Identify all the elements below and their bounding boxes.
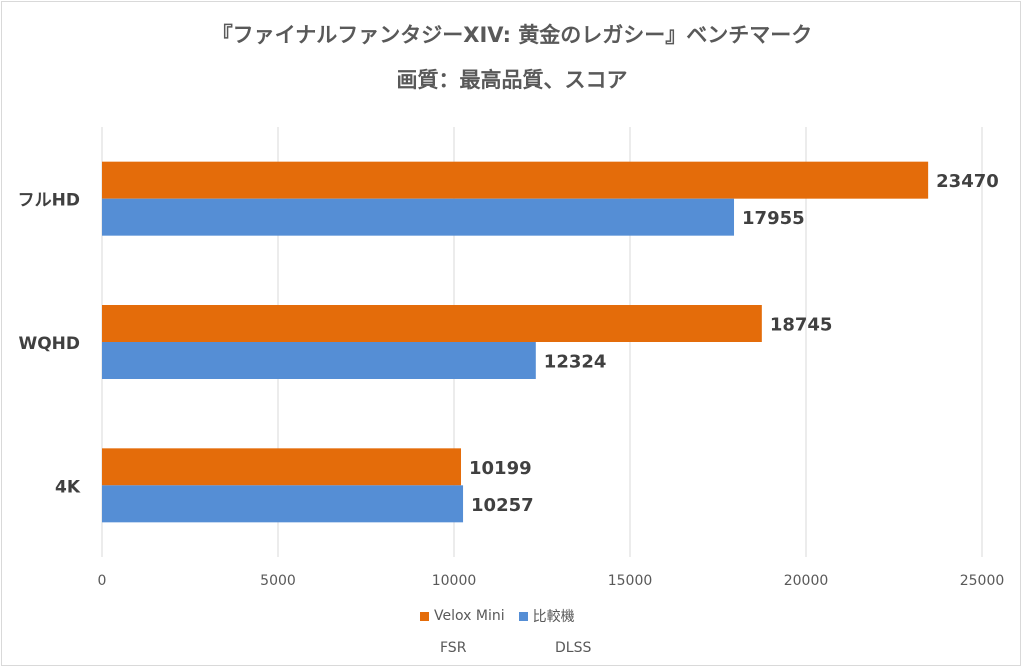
bar [102,161,929,199]
note-fsr: FSR [440,640,467,656]
x-tick-label: 10000 [432,573,477,589]
chart-title: 『ファイナルファンタジーXIV: 黄金のレガシー』ベンチマーク [211,23,813,47]
chart-subtitle: 画質：最高品質、スコア [396,68,628,92]
legend-item-comparison: 比較機 [518,606,575,626]
data-label: 23470 [936,171,999,192]
data-label: 18745 [770,315,833,336]
y-category-label: WQHD [18,334,80,354]
legend-label-comparison: 比較機 [532,609,575,625]
bar [102,342,536,379]
legend: Velox Mini 比較機 [420,606,589,626]
x-tick-label: 0 [98,573,107,589]
x-tick-label: 20000 [784,573,829,589]
x-tick-label: 25000 [960,573,1005,589]
bar [102,305,762,342]
bar [102,485,464,523]
legend-swatch-comparison [518,611,528,621]
y-category-label: 4K [55,477,81,497]
legend-swatch-velox [420,611,429,621]
legend-label-velox: Velox Mini [434,608,505,624]
x-tick-label: 15000 [608,573,653,589]
legend-item-velox: Velox Mini [420,608,505,624]
x-tick-label: 5000 [260,573,296,589]
data-label: 12324 [544,352,607,373]
y-category-label: フルHD [18,191,80,211]
note-dlss: DLSS [555,640,592,656]
data-label: 17955 [742,208,805,229]
data-label: 10257 [471,495,534,516]
bar [102,198,735,236]
data-label: 10199 [469,458,532,479]
bar [102,448,462,486]
